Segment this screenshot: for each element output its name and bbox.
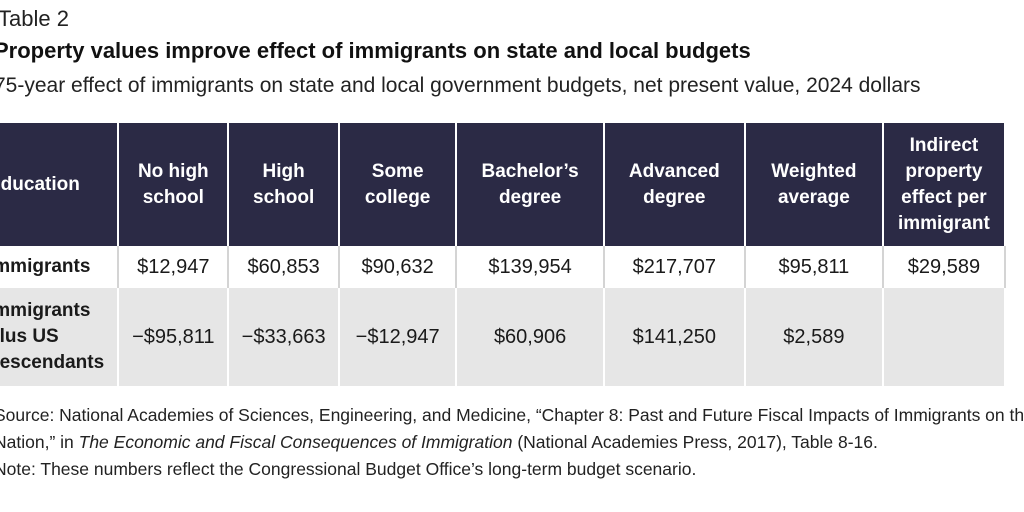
source-text: Source: National Academies of Sciences, … — [0, 405, 1024, 452]
table-cell: −$12,947 — [338, 288, 458, 386]
row-label: Immigrants — [0, 246, 120, 288]
table-cell: $60,853 — [228, 246, 340, 288]
table-cell: $141,250 — [603, 288, 746, 386]
source-book-title: The Economic and Fiscal Consequences of … — [78, 432, 513, 452]
table-subtitle: 75-year effect of immigrants on state an… — [0, 74, 921, 97]
row-label: Immigrants plus US descendants — [0, 288, 120, 386]
column-header-no-high-school: No high school — [118, 123, 230, 246]
table-label: Table 2 — [0, 6, 69, 31]
table-cell: $29,589 — [882, 246, 1007, 288]
column-header-some-college: Some college — [338, 123, 458, 246]
table-cell — [882, 288, 1007, 386]
column-header-weighted-average: Weighted average — [744, 123, 884, 246]
table-cell: $139,954 — [456, 246, 605, 288]
table-cell: $12,947 — [118, 246, 230, 288]
column-header-advanced-degree: Advanced degree — [603, 123, 746, 246]
column-header-education: Education — [0, 123, 120, 246]
table-cell: $60,906 — [456, 288, 605, 386]
source-text-end: (National Academies Press, 2017), Table … — [512, 432, 878, 452]
table-row: Immigrants $12,947 $60,853 $90,632 $139,… — [0, 246, 1007, 288]
table-title: Property values improve effect of immigr… — [0, 38, 751, 63]
table-cell: −$95,811 — [118, 288, 230, 386]
table-cell: $2,589 — [744, 288, 884, 386]
table-cell: −$33,663 — [228, 288, 340, 386]
table-notes: Source: National Academies of Sciences, … — [0, 402, 1024, 483]
column-header-bachelors-degree: Bachelor’s degree — [456, 123, 605, 246]
table-cell: $95,811 — [744, 246, 884, 288]
table-row: Immigrants plus US descendants −$95,811 … — [0, 288, 1007, 386]
table-cell: $217,707 — [603, 246, 746, 288]
table-cell: $90,632 — [338, 246, 458, 288]
data-table: Education No high school High school Som… — [0, 123, 1007, 386]
table-header-row: Education No high school High school Som… — [0, 123, 1007, 246]
source-note: Source: National Academies of Sciences, … — [0, 402, 1024, 456]
column-header-high-school: High school — [228, 123, 340, 246]
column-header-indirect-property-effect: Indirect property effect per immigrant — [882, 123, 1007, 246]
footnote: Note: These numbers reflect the Congress… — [0, 459, 697, 479]
